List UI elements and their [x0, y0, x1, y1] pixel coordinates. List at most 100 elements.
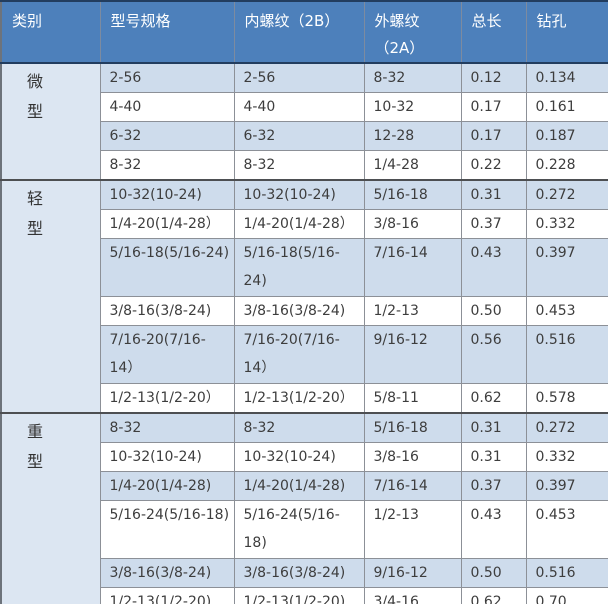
cell-drill-hole: 0.516	[525, 558, 608, 588]
cell-external-thread: 5/8-11	[363, 383, 462, 414]
cell-external-thread: 3/8-16	[363, 442, 462, 472]
cell-total-length: 0.56	[460, 325, 527, 384]
cell-external-thread: 3/4-16	[363, 587, 462, 604]
cell-drill-hole: 0.272	[525, 412, 608, 443]
cell-model: 6-32	[99, 121, 235, 151]
cell-drill-hole: 0.134	[525, 62, 608, 93]
cell-internal-thread: 5/16-18(5/16- 24)	[233, 238, 365, 297]
cell-external-thread: 3/8-16	[363, 209, 462, 239]
cell-total-length: 0.62	[460, 587, 527, 604]
cell-drill-hole: 0.397	[525, 471, 608, 501]
cell-total-length: 0.12	[460, 62, 527, 93]
cell-external-thread: 7/16-14	[363, 238, 462, 297]
cell-drill-hole: 0.516	[525, 325, 608, 384]
cell-total-length: 0.31	[460, 442, 527, 472]
cell-model: 8-32	[99, 412, 235, 443]
cell-internal-thread: 1/4-20(1/4-28)	[233, 471, 365, 501]
cell-internal-thread: 1/2-13(1/2-20)	[233, 587, 365, 604]
table-row: 1/2-13(1/2-20） 1/2-13(1/2-20） 5/8-11 0.6…	[1, 383, 608, 414]
cell-internal-thread: 1/4-20(1/4-28）	[233, 209, 365, 239]
category-cell-heavy: 重 型	[0, 412, 101, 604]
cell-external-thread: 5/16-18	[363, 412, 462, 443]
cell-internal-thread: 2-56	[233, 62, 365, 93]
cell-total-length: 0.17	[460, 121, 527, 151]
cell-total-length: 0.31	[460, 412, 527, 443]
cell-model: 3/8-16(3/8-24)	[99, 558, 235, 588]
cell-external-thread: 12-28	[363, 121, 462, 151]
cell-external-thread: 8-32	[363, 62, 462, 93]
cell-external-thread: 10-32	[363, 92, 462, 122]
table-row: 微 型 2-56 2-56 8-32 0.12 0.134	[0, 62, 608, 181]
table-row: 1/2-13(1/2-20) 1/2-13(1/2-20) 3/4-16 0.6…	[1, 587, 608, 604]
table-row: 3/8-16(3/8-24) 3/8-16(3/8-24) 9/16-12 0.…	[1, 558, 608, 588]
cell-internal-thread: 5/16-24(5/16- 18)	[233, 500, 365, 559]
category-cell-light: 轻 型	[0, 179, 101, 414]
cell-total-length: 0.43	[460, 238, 527, 297]
cell-internal-thread: 7/16-20(7/16- 14）	[233, 325, 365, 384]
col-header-drill-hole: 钻孔	[525, 0, 608, 64]
table-row: 重 型 8-32 8-32 5/16-18 0.31 0.272	[0, 412, 608, 604]
cell-model: 7/16-20(7/16- 14）	[99, 325, 235, 384]
cell-model: 1/2-13(1/2-20)	[99, 587, 235, 604]
cell-internal-thread: 10-32(10-24)	[233, 179, 365, 210]
cell-total-length: 0.17	[460, 92, 527, 122]
cell-drill-hole: 0.453	[525, 500, 608, 559]
col-header-external-thread: 外螺纹 （2A）	[363, 0, 462, 64]
table-row: 6-32 6-32 12-28 0.17 0.187	[1, 121, 608, 151]
cell-model: 5/16-24(5/16-18)	[99, 500, 235, 559]
table-row: 4-40 4-40 10-32 0.17 0.161	[1, 92, 608, 122]
table-row: 10-32(10-24) 10-32(10-24) 3/8-16 0.31 0.…	[1, 442, 608, 472]
cell-total-length: 0.43	[460, 500, 527, 559]
cell-drill-hole: 0.187	[525, 121, 608, 151]
cell-total-length: 0.37	[460, 471, 527, 501]
cell-total-length: 0.22	[460, 150, 527, 181]
table-row: 5/16-18(5/16-24) 5/16-18(5/16- 24) 7/16-…	[1, 238, 608, 297]
cell-internal-thread: 8-32	[233, 412, 365, 443]
cell-internal-thread: 6-32	[233, 121, 365, 151]
cell-model: 10-32(10-24)	[99, 442, 235, 472]
cell-external-thread: 1/2-13	[363, 500, 462, 559]
cell-model: 2-56	[99, 62, 235, 93]
table-row: 5/16-24(5/16-18) 5/16-24(5/16- 18) 1/2-1…	[1, 500, 608, 559]
cell-drill-hole: 0.397	[525, 238, 608, 297]
cell-total-length: 0.50	[460, 558, 527, 588]
cell-drill-hole: 0.228	[525, 150, 608, 181]
col-header-total-length: 总长	[460, 0, 527, 64]
cell-drill-hole: 0.578	[525, 383, 608, 414]
cell-drill-hole: 0.161	[525, 92, 608, 122]
col-header-internal-thread: 内螺纹（2B）	[233, 0, 365, 64]
cell-model: 1/2-13(1/2-20）	[99, 383, 235, 414]
cell-internal-thread: 1/2-13(1/2-20）	[233, 383, 365, 414]
cell-drill-hole: 0.332	[525, 209, 608, 239]
cell-total-length: 0.62	[460, 383, 527, 414]
cell-total-length: 0.37	[460, 209, 527, 239]
cell-external-thread: 5/16-18	[363, 179, 462, 210]
cell-model: 4-40	[99, 92, 235, 122]
cell-internal-thread: 3/8-16(3/8-24)	[233, 296, 365, 326]
cell-drill-hole: 0.453	[525, 296, 608, 326]
cell-model: 3/8-16(3/8-24)	[99, 296, 235, 326]
table-row: 1/4-20(1/4-28) 1/4-20(1/4-28) 7/16-14 0.…	[1, 471, 608, 501]
cell-model: 10-32(10-24)	[99, 179, 235, 210]
cell-drill-hole: 0.332	[525, 442, 608, 472]
cell-total-length: 0.31	[460, 179, 527, 210]
cell-external-thread: 9/16-12	[363, 558, 462, 588]
cell-internal-thread: 3/8-16(3/8-24)	[233, 558, 365, 588]
cell-model: 5/16-18(5/16-24)	[99, 238, 235, 297]
cell-external-thread: 9/16-12	[363, 325, 462, 384]
table-row: 轻 型 10-32(10-24) 10-32(10-24) 5/16-18 0.…	[0, 179, 608, 414]
col-header-category: 类别	[0, 0, 101, 64]
col-header-model-spec: 型号规格	[99, 0, 235, 64]
cell-external-thread: 1/2-13	[363, 296, 462, 326]
cell-total-length: 0.50	[460, 296, 527, 326]
table-row: 8-32 8-32 1/4-28 0.22 0.228	[1, 150, 608, 181]
cell-drill-hole: 0.272	[525, 179, 608, 210]
header-row: 类别 型号规格 内螺纹（2B） 外螺纹 （2A） 总长 钻孔	[0, 0, 608, 64]
cell-model: 8-32	[99, 150, 235, 181]
cell-internal-thread: 10-32(10-24)	[233, 442, 365, 472]
cell-model: 1/4-20(1/4-28）	[99, 209, 235, 239]
table-row: 7/16-20(7/16- 14） 7/16-20(7/16- 14） 9/16…	[1, 325, 608, 384]
cell-drill-hole: 0.70	[525, 587, 608, 604]
